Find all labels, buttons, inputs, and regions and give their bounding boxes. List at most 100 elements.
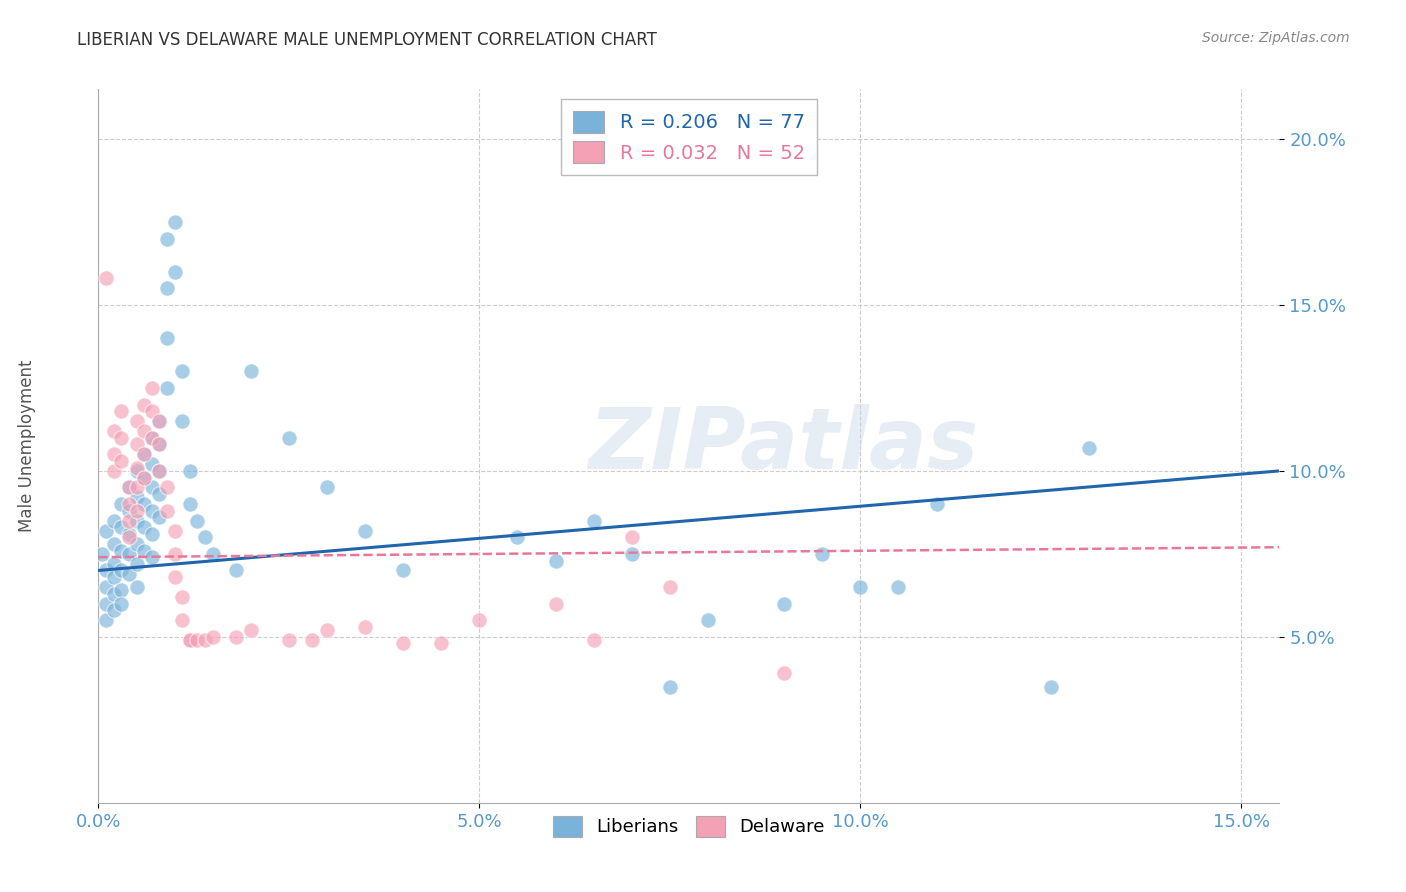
Point [110, 404, 132, 418]
Point [163, 265, 186, 279]
Point [179, 497, 201, 511]
Point [103, 514, 125, 528]
Point [118, 497, 141, 511]
Point [141, 527, 163, 541]
Point [141, 431, 163, 445]
Point [1039, 680, 1062, 694]
Point [94, 524, 117, 538]
Text: LIBERIAN VS DELAWARE MALE UNEMPLOYMENT CORRELATION CHART: LIBERIAN VS DELAWARE MALE UNEMPLOYMENT C… [77, 31, 657, 49]
Point [620, 547, 643, 561]
Point [134, 470, 156, 484]
Point [148, 414, 170, 428]
Point [163, 570, 186, 584]
Point [141, 504, 163, 518]
Point [125, 414, 148, 428]
Point [118, 530, 141, 544]
Point [925, 497, 948, 511]
Point [697, 613, 720, 627]
Point [163, 547, 186, 561]
Point [887, 580, 910, 594]
Point [110, 520, 132, 534]
Point [103, 603, 125, 617]
Point [141, 457, 163, 471]
Point [506, 530, 529, 544]
Point [544, 597, 567, 611]
Point [103, 570, 125, 584]
Point [141, 481, 163, 495]
Point [103, 587, 125, 601]
Point [125, 537, 148, 551]
Point [277, 633, 299, 648]
Point [94, 597, 117, 611]
Point [582, 633, 605, 648]
Point [118, 504, 141, 518]
Point [141, 381, 163, 395]
Point [225, 630, 247, 644]
Point [163, 524, 186, 538]
Point [125, 481, 148, 495]
Text: Source: ZipAtlas.com: Source: ZipAtlas.com [1202, 31, 1350, 45]
Point [94, 613, 117, 627]
Point [172, 613, 194, 627]
Point [156, 331, 179, 345]
Point [94, 564, 117, 578]
Point [301, 633, 323, 648]
Point [110, 564, 132, 578]
Point [156, 381, 179, 395]
Point [172, 590, 194, 604]
Point [103, 464, 125, 478]
Point [620, 530, 643, 544]
Point [658, 680, 681, 694]
Point [125, 557, 148, 571]
Point [316, 624, 339, 638]
Point [118, 566, 141, 581]
Point [134, 470, 156, 484]
Point [103, 447, 125, 461]
Point [125, 460, 148, 475]
Point [811, 547, 834, 561]
Point [125, 491, 148, 505]
Point [186, 514, 208, 528]
Point [148, 510, 170, 524]
Point [94, 271, 117, 285]
Point [125, 514, 148, 528]
Point [354, 524, 377, 538]
Point [354, 620, 377, 634]
Point [179, 633, 201, 648]
Point [141, 431, 163, 445]
Point [118, 481, 141, 495]
Point [430, 636, 453, 650]
Point [134, 447, 156, 461]
Point [91, 547, 114, 561]
Point [94, 580, 117, 594]
Point [148, 414, 170, 428]
Point [110, 597, 132, 611]
Point [110, 497, 132, 511]
Point [163, 215, 186, 229]
Point [118, 547, 141, 561]
Point [134, 397, 156, 411]
Point [194, 633, 217, 648]
Point [110, 583, 132, 598]
Point [125, 580, 148, 594]
Point [118, 481, 141, 495]
Point [316, 481, 339, 495]
Point [134, 520, 156, 534]
Point [134, 447, 156, 461]
Point [148, 464, 170, 478]
Point [103, 424, 125, 438]
Point [118, 514, 141, 528]
Point [201, 630, 224, 644]
Point [201, 547, 224, 561]
Point [156, 481, 179, 495]
Point [110, 454, 132, 468]
Point [658, 580, 681, 594]
Point [134, 543, 156, 558]
Point [148, 487, 170, 501]
Point [849, 580, 872, 594]
Point [179, 464, 201, 478]
Point [773, 666, 796, 681]
Point [179, 633, 201, 648]
Point [194, 530, 217, 544]
Point [148, 464, 170, 478]
